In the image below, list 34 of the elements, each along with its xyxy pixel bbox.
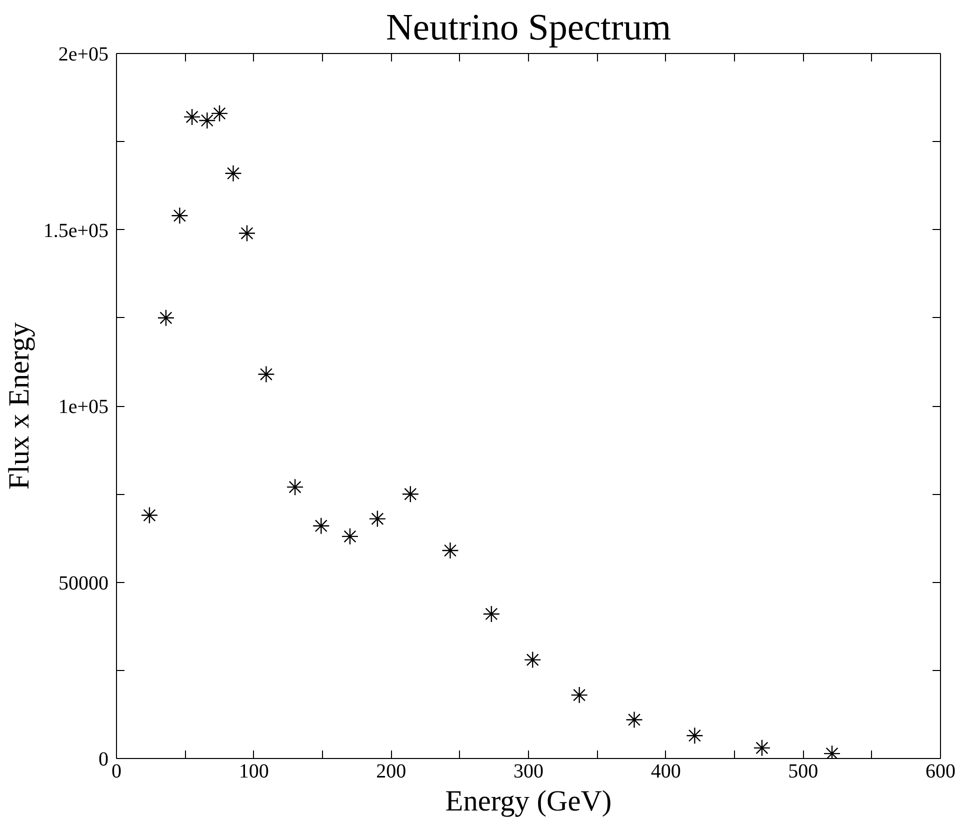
- x-tick-label: 200: [376, 760, 406, 782]
- y-tick-label: 50000: [58, 572, 108, 594]
- point: [210, 104, 228, 122]
- point: [312, 517, 330, 534]
- point: [368, 510, 386, 528]
- x-tick-label: 400: [650, 760, 681, 782]
- point: [341, 528, 359, 546]
- chart-title: Neutrino Spectrum: [386, 8, 672, 48]
- x-tick-label: 600: [926, 760, 956, 782]
- x-axis-title: Energy (GeV): [445, 786, 612, 818]
- point: [402, 486, 419, 503]
- point: [198, 112, 216, 130]
- point: [570, 686, 588, 704]
- x-tick-label: 500: [788, 760, 818, 782]
- point: [171, 207, 188, 224]
- x-tick-label: 100: [238, 760, 269, 782]
- point: [626, 711, 643, 728]
- y-axis-title: Flux x Energy: [3, 322, 36, 490]
- point: [140, 506, 158, 524]
- point: [442, 542, 459, 560]
- point: [482, 605, 500, 623]
- point: [524, 651, 542, 668]
- point: [157, 309, 175, 326]
- y-tick-label: 1e+05: [58, 396, 108, 418]
- point: [238, 224, 256, 242]
- point: [286, 478, 304, 496]
- x-tick-label: 300: [514, 760, 544, 782]
- point: [224, 164, 242, 182]
- point: [258, 366, 275, 383]
- point: [753, 739, 771, 757]
- y-tick-label: 2e+05: [58, 44, 108, 66]
- y-tick-label: 1.5e+05: [43, 220, 108, 242]
- point: [686, 726, 704, 744]
- point: [183, 108, 201, 126]
